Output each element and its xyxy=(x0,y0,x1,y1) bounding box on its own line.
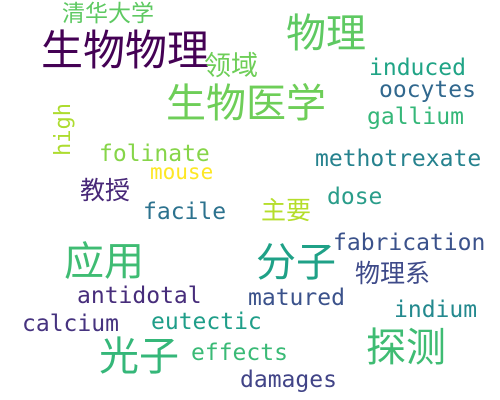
word-professor: 教授 xyxy=(80,176,131,205)
word-induced: induced xyxy=(369,55,466,81)
word-detection: 探测 xyxy=(366,325,446,371)
word-physics: 物理 xyxy=(286,11,366,57)
word-eutectic: eutectic xyxy=(151,309,262,335)
word-biophysics: 生物物理 xyxy=(41,26,210,75)
word-effects: effects xyxy=(191,340,288,366)
word-mouse: mouse xyxy=(150,160,214,184)
word-indium: indium xyxy=(394,297,478,323)
word-fabrication: fabrication xyxy=(333,230,486,256)
word-application: 应用 xyxy=(64,239,144,285)
word-oocytes: oocytes xyxy=(379,77,476,103)
word-calcium: calcium xyxy=(22,311,119,337)
word-field: 领域 xyxy=(204,51,258,82)
word-methotrexate: methotrexate xyxy=(315,146,482,172)
word-facile: facile xyxy=(143,199,227,225)
word-main: 主要 xyxy=(261,196,312,225)
word-matured: matured xyxy=(248,285,345,311)
word-gallium: gallium xyxy=(367,104,464,130)
word-high: high xyxy=(51,103,76,156)
word-folinate: folinate xyxy=(99,141,210,167)
word-dose: dose xyxy=(327,184,383,210)
word-tsinghua-university: 清华大学 xyxy=(62,1,154,27)
word-biomedicine: 生物医学 xyxy=(166,81,326,127)
word-photon: 光子 xyxy=(99,334,179,380)
word-molecule: 分子 xyxy=(256,240,336,286)
word-physics-department: 物理系 xyxy=(355,259,431,288)
word-damages: damages xyxy=(240,367,337,393)
word-antidotal: antidotal xyxy=(77,283,202,309)
